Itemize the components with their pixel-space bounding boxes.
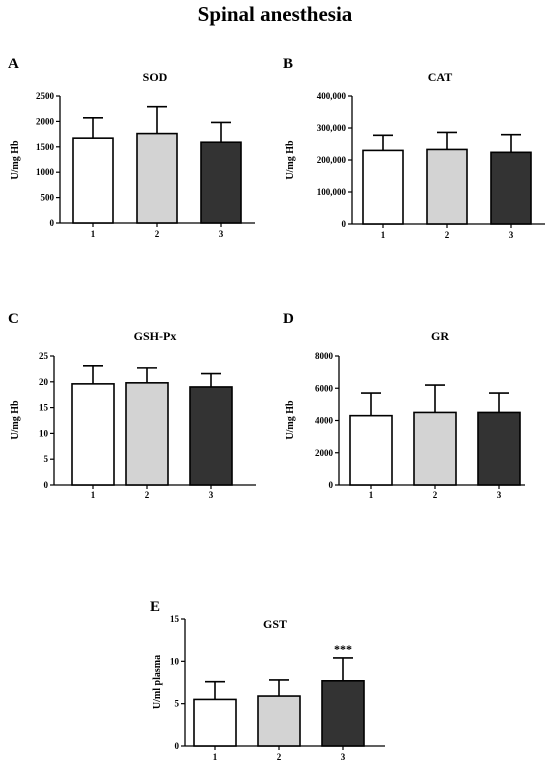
bar-3 <box>490 151 532 225</box>
x-tick-label: 2 <box>145 490 150 500</box>
x-tick-label: 2 <box>277 752 282 762</box>
panel-d-chart: D GR U/mg Hb 0 2000 4000 6000 8000 1 2 3 <box>283 311 525 500</box>
y-axis-label: U/mg Hb <box>10 400 21 440</box>
x-tick-label: 3 <box>497 490 502 500</box>
x-tick-label: 3 <box>341 752 346 762</box>
panel-e-chart: E GST U/ml plasma 0 5 10 15 1 2 3 *** <box>150 599 385 762</box>
y-tick-label: 15 <box>170 614 180 624</box>
chart-title: SOD <box>143 70 168 84</box>
x-tick-label: 2 <box>155 229 160 239</box>
panel-letter: D <box>283 311 294 327</box>
y-tick-label: 8000 <box>315 351 334 361</box>
y-tick-label: 15 <box>39 403 49 413</box>
bar-3 <box>477 411 521 486</box>
y-tick-label: 0 <box>50 218 55 228</box>
panel-letter: B <box>283 56 293 72</box>
y-axis-label: U/mg Hb <box>285 140 296 180</box>
y-tick-label: 300,000 <box>317 123 347 133</box>
x-tick-label: 1 <box>91 229 96 239</box>
bar-1 <box>72 137 114 224</box>
y-tick-label: 10 <box>170 656 180 666</box>
y-tick-label: 0 <box>342 219 347 229</box>
bar-1 <box>71 383 115 486</box>
y-tick-label: 0 <box>175 741 180 751</box>
page-title: Spinal anesthesia <box>197 2 353 26</box>
chart-title: CAT <box>428 70 452 84</box>
y-tick-label: 200,000 <box>317 155 347 165</box>
y-tick-label: 2000 <box>315 448 334 458</box>
bar-1 <box>349 414 393 486</box>
x-tick-label: 1 <box>369 490 374 500</box>
panel-b-chart: B CAT U/mg Hb 0 100,000 200,000 300,000 400,000… <box>283 56 545 240</box>
y-tick-label: 100,000 <box>317 187 347 197</box>
x-tick-label: 1 <box>213 752 218 762</box>
bar-3 <box>200 141 242 224</box>
y-tick-label: 20 <box>39 377 49 387</box>
x-tick-label: 2 <box>445 230 450 240</box>
y-tick-label: 2000 <box>36 116 55 126</box>
x-tick-label: 1 <box>91 490 96 500</box>
y-tick-label: 5 <box>44 454 49 464</box>
panel-letter: A <box>8 56 19 72</box>
bar-2 <box>257 695 301 747</box>
significance-label: *** <box>334 642 352 656</box>
y-tick-label: 5 <box>175 699 180 709</box>
y-tick-label: 10 <box>39 428 49 438</box>
panel-a-chart: A SOD U/mg Hb 0 500 1000 1500 2000 2500 1 2 3 <box>8 56 255 239</box>
bar-3 <box>321 680 365 747</box>
y-axis-label: U/ml plasma <box>152 655 163 709</box>
bar-1 <box>193 698 237 747</box>
x-tick-label: 3 <box>509 230 514 240</box>
y-axis-label: U/mg Hb <box>285 400 296 440</box>
bar-2 <box>125 382 169 486</box>
y-tick-label: 2500 <box>36 91 55 101</box>
panel-letter: E <box>150 599 160 615</box>
bar-2 <box>136 132 178 224</box>
y-tick-label: 0 <box>329 480 334 490</box>
chart-title: GST <box>263 617 287 631</box>
y-tick-label: 400,000 <box>317 91 347 101</box>
y-tick-label: 500 <box>41 193 55 203</box>
bar-2 <box>413 411 457 486</box>
x-tick-label: 1 <box>381 230 386 240</box>
x-tick-label: 3 <box>219 229 224 239</box>
y-tick-label: 1000 <box>36 167 55 177</box>
x-tick-label: 3 <box>209 490 214 500</box>
y-axis-label: U/mg Hb <box>10 140 21 180</box>
x-tick-label: 2 <box>433 490 438 500</box>
panel-c-chart: C GSH-Px U/mg Hb 0 5 10 15 20 25 1 2 3 <box>8 311 256 500</box>
y-tick-label: 25 <box>39 351 49 361</box>
chart-title: GR <box>431 329 449 343</box>
y-tick-label: 1500 <box>36 142 55 152</box>
y-tick-label: 0 <box>44 480 49 490</box>
bar-1 <box>362 149 404 225</box>
bar-3 <box>189 386 233 486</box>
panel-letter: C <box>8 311 19 327</box>
chart-title: GSH-Px <box>134 329 177 343</box>
bar-2 <box>426 148 468 225</box>
y-tick-label: 6000 <box>315 383 334 393</box>
y-tick-label: 4000 <box>315 416 334 426</box>
